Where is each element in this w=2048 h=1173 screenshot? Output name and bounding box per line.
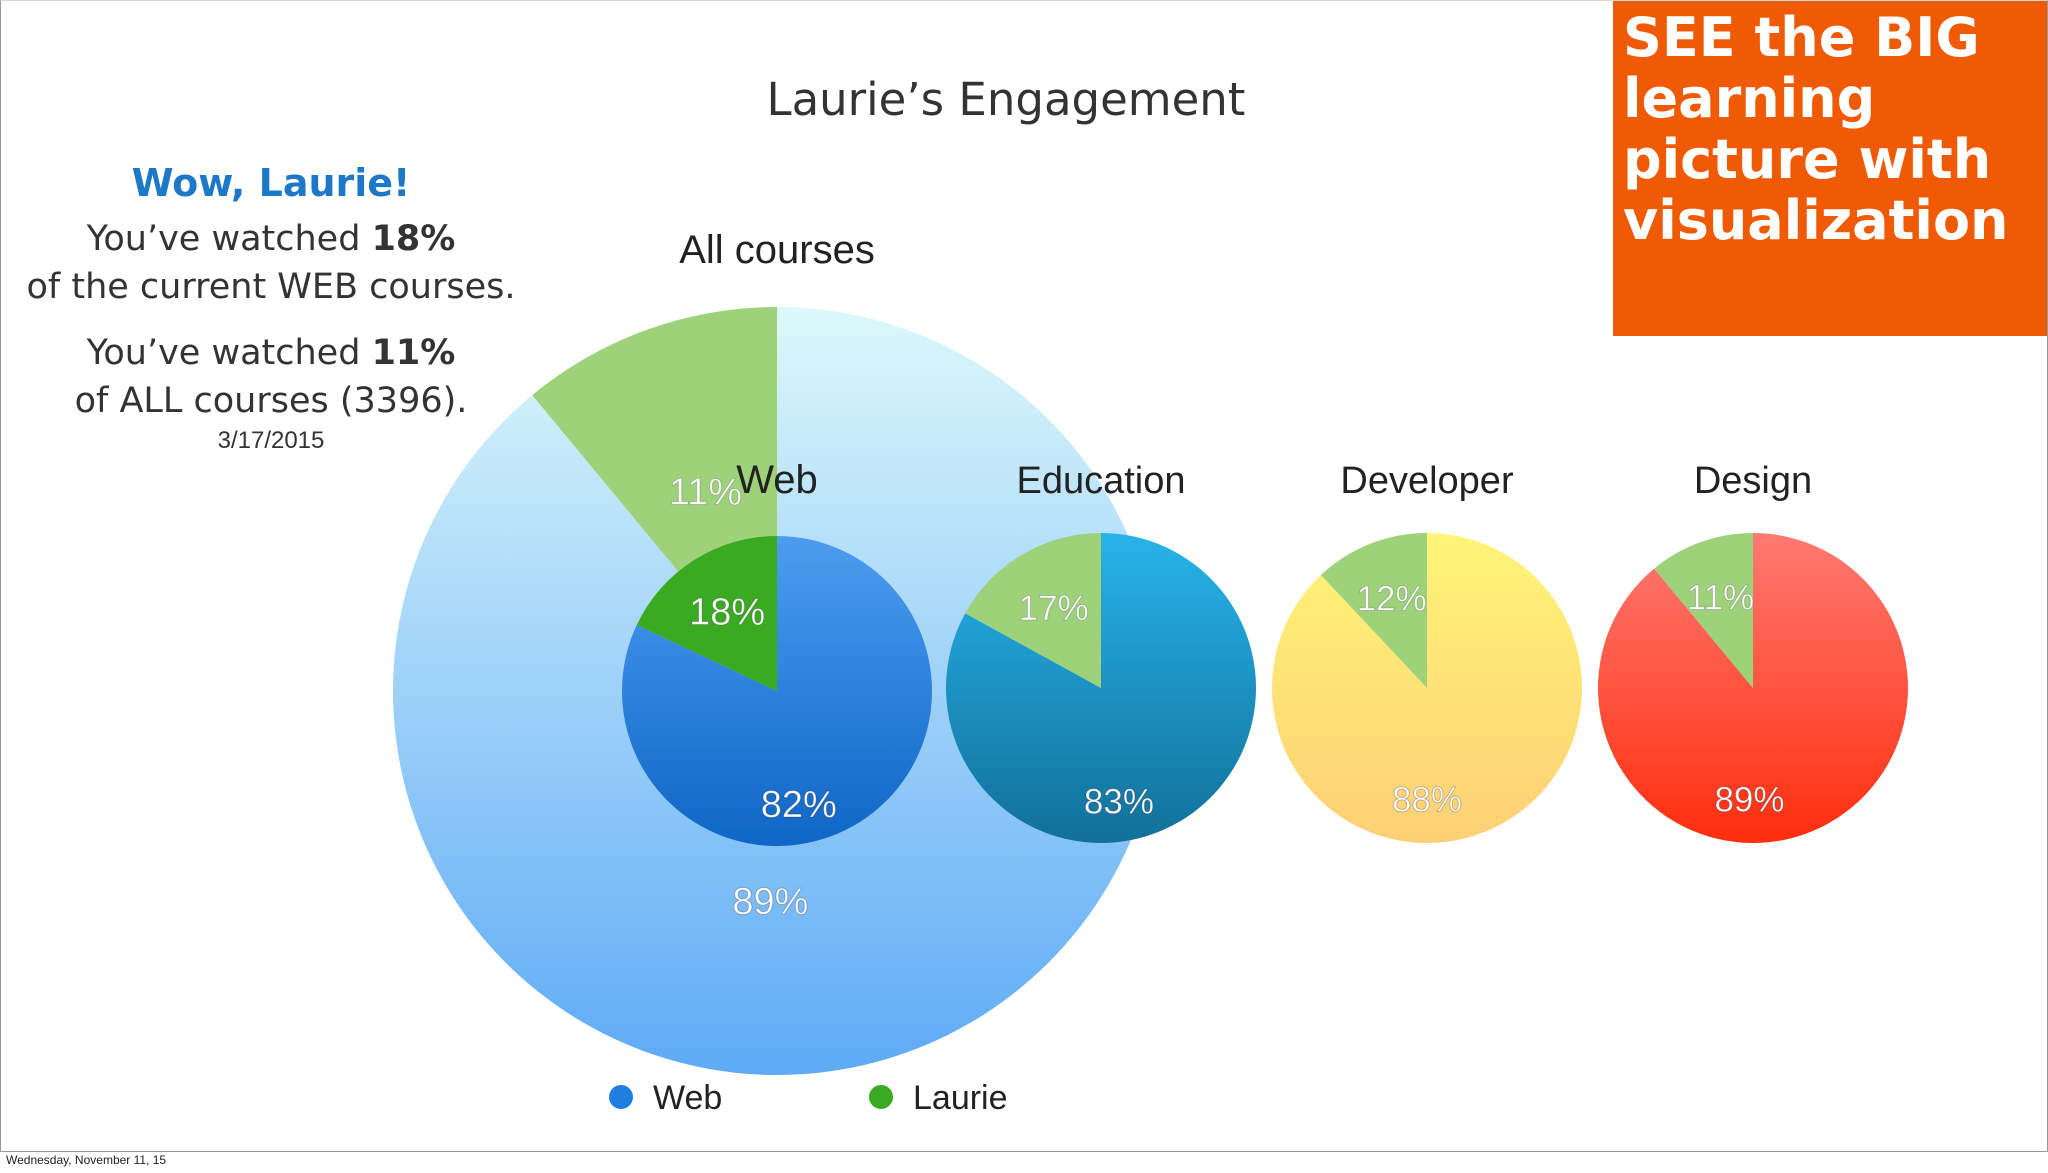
pie-developer: [1272, 533, 1582, 843]
pie-title-developer: Developer: [1340, 460, 1514, 502]
data-label-all-courses-main: 89%: [732, 881, 808, 923]
chart-title: Laurie’s Engagement: [766, 73, 1246, 126]
pie-education: [945, 533, 1256, 843]
data-label-education-main: 83%: [1084, 782, 1154, 821]
all-percent-value: 11%: [371, 333, 456, 373]
slice-developer-laurie: [1320, 533, 1427, 688]
data-label-design-main: 89%: [1714, 781, 1784, 820]
summary-line-1: You’ve watched 18%: [11, 215, 531, 263]
legend-item-web: Web: [609, 1079, 722, 1117]
pie-charts: All courses89%11%Web82%18%Education83%17…: [393, 228, 1909, 1117]
legend-swatch-laurie: [869, 1085, 893, 1109]
data-label-developer-laurie: 12%: [1357, 580, 1427, 619]
data-label-web-laurie: 18%: [689, 591, 765, 633]
summary-panel: Wow, Laurie! You’ve watched 18% of the c…: [11, 161, 531, 455]
slice-design-main: [1598, 533, 1909, 843]
legend-label-web: Web: [653, 1079, 722, 1117]
slice-design-laurie: [1654, 533, 1753, 688]
labels-all-courses: All courses 89% 11%: [668, 228, 875, 924]
labels-design: Design 89% 11%: [1686, 460, 1812, 820]
slice-education-laurie: [965, 533, 1101, 688]
summary-line-4: of ALL courses (3396).: [74, 381, 468, 421]
callout-box: SEE the BIG learning picture with visual…: [1613, 1, 2047, 336]
summary-line-3: You’ve watched 11%: [11, 329, 531, 377]
summary-line-2: of the current WEB courses.: [26, 267, 516, 307]
pie-title-web: Web: [736, 458, 818, 502]
pie-title-education: Education: [1016, 460, 1185, 502]
summary-headline: Wow, Laurie!: [131, 161, 411, 205]
callout-text: SEE the BIG learning picture with visual…: [1623, 6, 2009, 252]
slice-web-laurie: [636, 536, 777, 691]
legend-label-laurie: Laurie: [913, 1079, 1008, 1117]
pie-title-all-courses: All courses: [679, 228, 875, 272]
summary-line-3-text: You’ve watched: [86, 333, 372, 373]
summary-date: 3/17/2015: [217, 427, 325, 454]
pie-web: [622, 536, 932, 846]
summary-line-1-text: You’ve watched: [86, 219, 372, 259]
data-label-developer-main: 88%: [1392, 781, 1462, 820]
legend-swatch-web: [609, 1085, 633, 1109]
labels-developer: Developer 88% 12%: [1340, 460, 1514, 820]
legend-item-laurie: Laurie: [869, 1079, 1008, 1117]
data-label-design-laurie: 11%: [1687, 579, 1754, 618]
data-label-education-laurie: 17%: [1019, 589, 1089, 628]
footer-date: Wednesday, November 11, 15: [6, 1153, 167, 1167]
labels-education: Education 83% 17%: [1016, 460, 1185, 822]
labels-web: Web 82% 18%: [689, 458, 838, 827]
pie-design: [1598, 533, 1909, 843]
data-label-web-main: 82%: [761, 784, 837, 826]
pie-title-design: Design: [1694, 460, 1812, 502]
web-percent-value: 18%: [371, 219, 456, 259]
data-label-all-courses-laurie: 11%: [669, 471, 742, 513]
